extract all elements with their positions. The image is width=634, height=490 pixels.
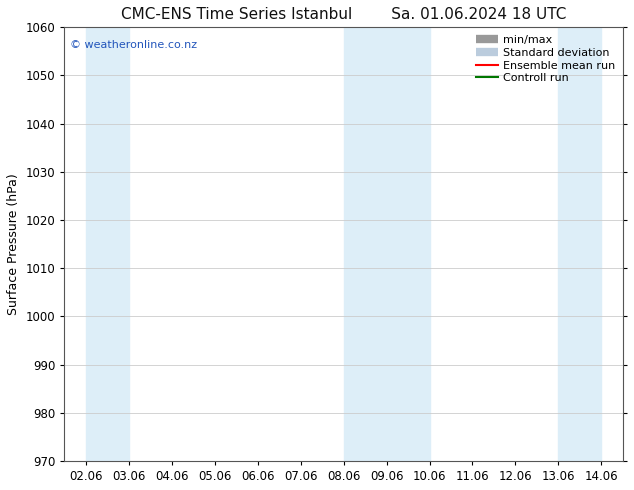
- Text: © weatheronline.co.nz: © weatheronline.co.nz: [70, 40, 197, 50]
- Bar: [344, 27, 429, 461]
- Title: CMC-ENS Time Series Istanbul        Sa. 01.06.2024 18 UTC: CMC-ENS Time Series Istanbul Sa. 01.06.2…: [121, 7, 566, 22]
- Legend: min/max, Standard deviation, Ensemble mean run, Controll run: min/max, Standard deviation, Ensemble me…: [474, 33, 618, 86]
- Bar: [86, 27, 129, 461]
- Y-axis label: Surface Pressure (hPa): Surface Pressure (hPa): [7, 173, 20, 315]
- Bar: [559, 27, 602, 461]
